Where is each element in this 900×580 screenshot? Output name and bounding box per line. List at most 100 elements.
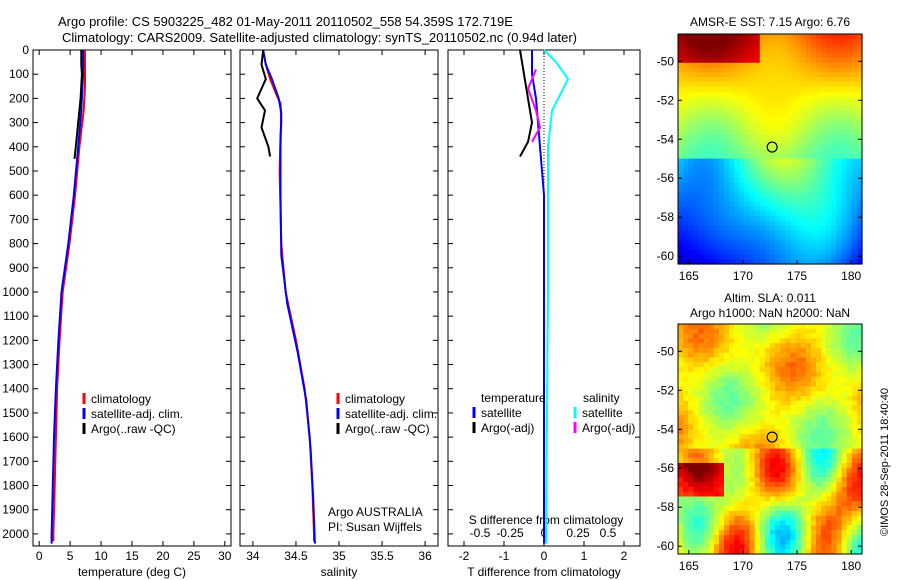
sst-map-cell xyxy=(785,48,791,54)
sst-map-cell xyxy=(744,53,751,59)
sst-map-cell xyxy=(713,53,720,59)
sla-map-cell xyxy=(749,463,756,469)
sla-map-cell xyxy=(734,549,740,555)
sla-map-cell xyxy=(836,486,843,493)
sla-map-cell xyxy=(698,333,705,339)
sla-map-cell xyxy=(693,463,699,469)
sla-map-cell xyxy=(678,405,684,411)
sst-map-cell xyxy=(805,134,812,140)
sst-map-cell xyxy=(856,230,863,236)
sst-map-cell xyxy=(718,220,725,227)
sla-map-cell xyxy=(816,357,822,363)
sla-map-cell xyxy=(693,506,699,512)
sst-map-cell xyxy=(780,43,786,49)
sla-map-cell xyxy=(764,348,771,354)
sla-map-cell xyxy=(826,324,832,330)
sst-map-cell xyxy=(708,115,715,121)
sst-map-cell xyxy=(816,134,822,140)
sst-map-cell xyxy=(800,259,807,265)
sla-map-cell xyxy=(790,386,797,392)
sst-map-cell xyxy=(790,254,797,260)
sla-map-cell xyxy=(749,453,756,459)
sla-map-cell xyxy=(846,415,853,421)
sst-map-cell xyxy=(810,77,817,83)
sla-map-cell xyxy=(713,448,720,454)
sla-map-cell xyxy=(698,496,705,502)
sst-map-cell xyxy=(810,153,817,160)
sst-map-cell xyxy=(749,211,756,217)
sla-map-cell xyxy=(780,352,786,359)
sla-map-cell xyxy=(780,419,786,426)
sst-map-cell xyxy=(739,91,745,97)
sla-map-cell xyxy=(688,391,694,397)
sla-map-cell xyxy=(693,400,699,407)
sla-map-cell xyxy=(718,482,725,488)
sla-map-cell xyxy=(744,539,751,545)
sla-map-cell xyxy=(790,439,797,445)
sla-map-cell xyxy=(708,328,715,335)
sla-map-cell xyxy=(851,530,858,536)
sla-map-cell xyxy=(836,410,843,416)
sst-map-cell xyxy=(831,225,837,232)
sla-map-cell xyxy=(831,443,837,450)
sla-map-cell xyxy=(851,352,858,359)
sst-map-cell xyxy=(739,249,745,255)
sla-map-cell xyxy=(821,352,827,359)
sla-map-cell xyxy=(856,467,863,474)
sst-map-cell xyxy=(816,86,822,93)
sst-map-cell xyxy=(718,34,725,40)
sst-map-cell xyxy=(703,192,710,198)
sst-map-cell xyxy=(688,134,694,140)
sla-map-cell xyxy=(821,328,827,335)
sla-map-cell xyxy=(831,376,837,383)
sst-map-cell xyxy=(805,34,812,40)
sla-map-cell xyxy=(739,510,745,517)
sla-map-cell xyxy=(744,515,751,522)
sla-map-cell xyxy=(729,371,735,378)
sla-map-cell xyxy=(790,371,797,378)
sla-map-cell xyxy=(805,434,812,440)
sst-map-cell xyxy=(795,220,802,227)
sst-map-cell xyxy=(841,192,848,198)
sst-map-cell xyxy=(831,201,837,208)
sst-map-cell xyxy=(744,120,751,126)
sla-map-cell xyxy=(703,415,710,421)
sla-map-cell xyxy=(759,338,766,344)
sst-map-cell xyxy=(713,101,720,107)
sst-map-cell xyxy=(734,259,740,265)
sla-map-cell xyxy=(841,400,848,407)
sst-map-cell xyxy=(698,149,705,155)
sst-map-cell xyxy=(688,34,694,40)
salinity-legend-label: satellite-adj. clim. xyxy=(345,407,437,421)
sla-map-cell xyxy=(785,376,791,383)
sla-map-cell xyxy=(826,458,832,464)
sla-map-cell xyxy=(841,458,848,464)
sla-map-cell xyxy=(805,419,812,426)
sst-map-cell xyxy=(693,67,699,73)
sst-map-cell xyxy=(821,125,827,131)
sst-map-cell xyxy=(744,206,751,212)
sst-map-cell xyxy=(805,91,812,97)
sla-map-cell xyxy=(856,352,863,359)
sst-map-cell xyxy=(846,125,853,131)
temperature-legend-label: Argo(..raw -QC) xyxy=(91,422,176,436)
sst-map-cell xyxy=(805,259,812,265)
sst-map-cell xyxy=(718,201,725,208)
sst-map-cell xyxy=(780,173,786,179)
sla-map-cell xyxy=(836,391,843,397)
sla-map-cell xyxy=(698,352,705,359)
sst-map-cell xyxy=(718,240,725,246)
sst-map-cell xyxy=(718,225,725,232)
sla-map-cell xyxy=(805,515,812,522)
sst-map-cell xyxy=(810,139,817,145)
sst-map-cell xyxy=(703,259,710,265)
sst-map-cell xyxy=(749,244,756,251)
sst-map-cell xyxy=(785,91,791,97)
sla-map-cell xyxy=(683,429,689,435)
sst-map-cell xyxy=(826,105,832,112)
sla-map-cell xyxy=(724,405,730,411)
sst-map-cell xyxy=(688,38,694,45)
sla-map-cell xyxy=(836,501,843,507)
sst-map-cell xyxy=(775,120,781,126)
sst-map-cell xyxy=(703,240,710,246)
